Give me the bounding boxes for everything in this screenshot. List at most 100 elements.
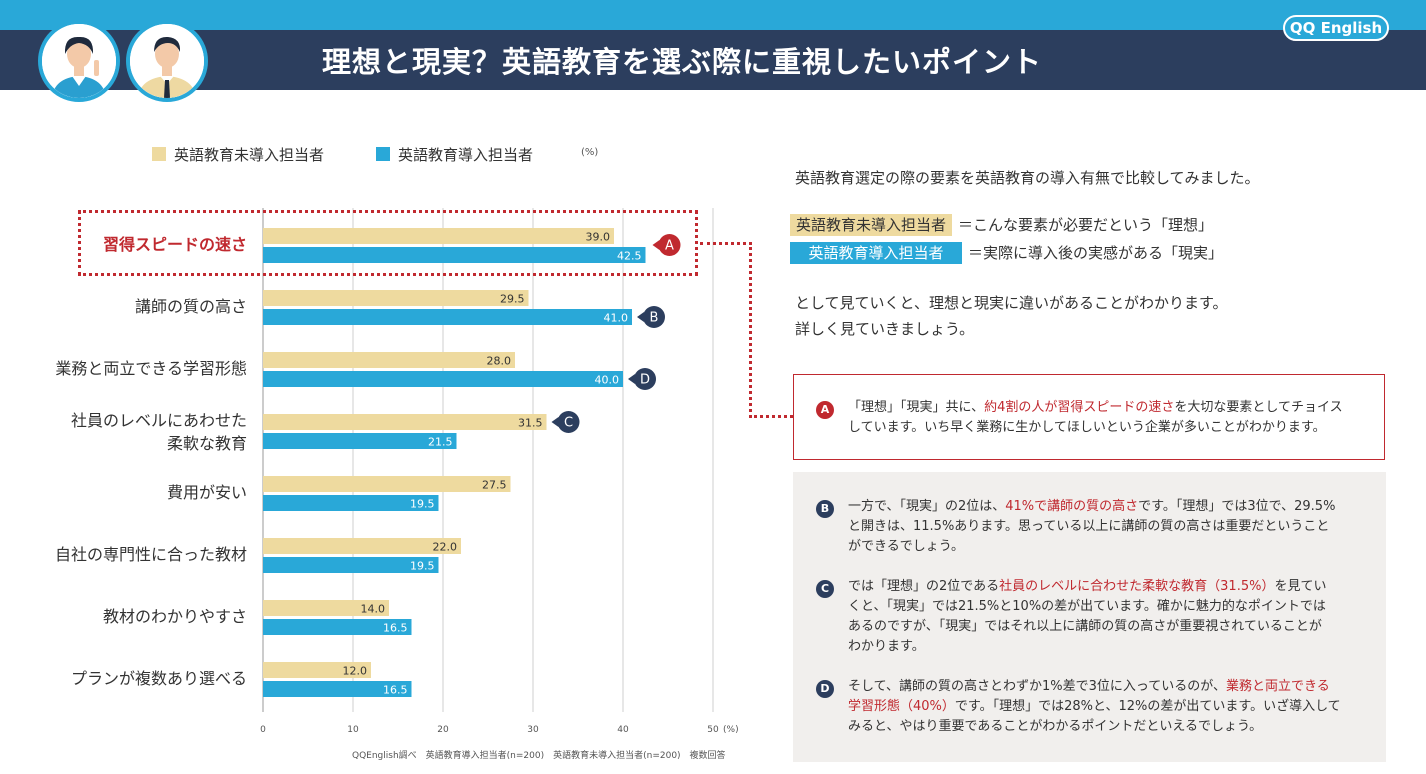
legend-label-series1: 英語教育未導入担当者 bbox=[174, 146, 325, 164]
note-b-highlight: 41%で講師の質の高さ bbox=[1005, 499, 1139, 514]
category-label: プランが複数あり選べる bbox=[71, 669, 247, 688]
value-label: 12.0 bbox=[343, 665, 368, 678]
value-label: 19.5 bbox=[410, 560, 435, 573]
bar-series2 bbox=[263, 433, 457, 449]
bar-series1 bbox=[263, 414, 547, 430]
marker-pointer-B bbox=[637, 312, 644, 322]
marker-pointer-C bbox=[551, 417, 559, 427]
x-tick-30: 30 bbox=[527, 725, 539, 735]
note-d-l2b: です。「理想」では28%と、12%の差が出ています。いざ導入して bbox=[954, 699, 1341, 714]
notes-panel bbox=[793, 472, 1386, 762]
note-b-l1a: 一方で、「現実」の2位は、 bbox=[848, 499, 1006, 514]
category-label-line: 柔軟な教育 bbox=[167, 434, 247, 453]
legend-swatch-series1 bbox=[152, 147, 166, 161]
connector-line-vertical bbox=[749, 242, 752, 418]
summary-line-2: 詳しく見ていきましょう。 bbox=[795, 320, 975, 338]
bar-series2 bbox=[263, 495, 439, 511]
category-label: 自社の専門性に合った教材 bbox=[55, 545, 247, 564]
value-label: 19.5 bbox=[410, 498, 435, 511]
x-tick-50: 50 bbox=[707, 725, 719, 735]
value-label: 40.0 bbox=[595, 374, 620, 387]
bar-series1 bbox=[263, 600, 389, 616]
value-label: 29.5 bbox=[500, 293, 525, 306]
avatar-man bbox=[126, 20, 208, 102]
highlight-box bbox=[78, 210, 698, 276]
note-a-l1c: を大切な要素としてチョイス bbox=[1174, 400, 1343, 415]
marker-B bbox=[643, 306, 665, 328]
note-a-box bbox=[793, 374, 1385, 460]
value-label: 41.0 bbox=[604, 312, 629, 325]
legend-series1: 英語教育未導入担当者 bbox=[152, 144, 324, 164]
legend-swatch-series2 bbox=[376, 147, 390, 161]
bar-series2 bbox=[263, 309, 632, 325]
legend-label-series2: 英語教育導入担当者 bbox=[398, 146, 534, 164]
note-b-l1c: です。「理想」では3位で、29.5% bbox=[1138, 499, 1336, 514]
key-reality-text: ＝実際に導入後の実感がある「現実」 bbox=[968, 244, 1224, 262]
note-b-l2: と開きは、11.5%あります。思っている以上に講師の質の高さは重要だということ bbox=[848, 519, 1330, 534]
note-a-l1a: 「理想」「現実」共に、 bbox=[848, 400, 985, 415]
top-accent-bar bbox=[0, 0, 1426, 30]
key-ideal-tag: 英語教育未導入担当者 bbox=[790, 214, 953, 236]
bar-chart: 0 10 20 30 40 50 (%) 習得スピードの速さ 39.0 42.5 講師の質の高さ 29… bbox=[55, 208, 739, 735]
value-label: 21.5 bbox=[428, 436, 453, 449]
value-label: 42.5 bbox=[617, 250, 642, 263]
legend-series2: 英語教育導入担当者 bbox=[376, 144, 533, 164]
note-b-badge: B bbox=[816, 500, 834, 518]
marker-label-D: D bbox=[640, 373, 650, 388]
category-label: 費用が安い bbox=[167, 483, 247, 502]
marker-pointer-D bbox=[628, 374, 635, 384]
note-d-badge: D bbox=[816, 680, 834, 698]
value-label: 16.5 bbox=[383, 684, 408, 697]
marker-label-B: B bbox=[650, 311, 659, 326]
value-label: 39.0 bbox=[586, 231, 611, 244]
note-a-text: 「理想」「現実」共に、約4割の人が習得スピードの速さを大切な要素としてチョイス … bbox=[848, 398, 1343, 438]
key-reality-tag: 英語教育導入担当者 bbox=[790, 242, 962, 264]
avatar-woman bbox=[38, 20, 120, 102]
marker-pointer-A bbox=[652, 240, 660, 250]
value-label: 27.5 bbox=[482, 479, 507, 492]
value-label: 14.0 bbox=[361, 603, 386, 616]
value-label: 16.5 bbox=[383, 622, 408, 635]
category-label: 講師の質の高さ bbox=[135, 297, 247, 316]
x-tick-40: 40 bbox=[617, 725, 629, 735]
note-c-highlight: 社員のレベルに合わせた柔軟な教育（31.5%） bbox=[999, 579, 1275, 594]
category-label: 業務と両立できる学習形態 bbox=[55, 359, 247, 378]
note-c-badge: C bbox=[816, 580, 834, 598]
note-c-l4: わかります。 bbox=[848, 639, 925, 654]
bar-series2 bbox=[263, 557, 439, 573]
bar-series1 bbox=[263, 352, 515, 368]
key-reality: 英語教育導入担当者 ＝実際に導入後の実感がある「現実」 bbox=[790, 242, 1223, 264]
note-c-l1c: を見てい bbox=[1274, 579, 1327, 594]
bar-series2 bbox=[263, 247, 646, 263]
category-label: 教材のわかりやすさ bbox=[103, 607, 247, 626]
value-label: 28.0 bbox=[487, 355, 512, 368]
connector-line bbox=[700, 242, 752, 245]
category-label: 社員のレベルにあわせた柔軟な教育 bbox=[71, 411, 247, 453]
bar-series2 bbox=[263, 619, 412, 635]
connector-line-end bbox=[749, 415, 793, 418]
note-c-l2: くと、「現実」では21.5%と10%の差が出ています。確かに魅力的なポイントでは bbox=[848, 599, 1326, 614]
summary-paragraph: として見ていくと、理想と現実に違いがあることがわかります。 詳しく見ていきましょ… bbox=[795, 290, 1227, 342]
x-tick-20: 20 bbox=[437, 725, 449, 735]
bar-series1 bbox=[263, 476, 511, 492]
note-c-l3: あるのですが、「現実」ではそれ以上に講師の質の高さが重要視されていることが bbox=[848, 619, 1322, 634]
note-d-l3: みると、やはり重要であることがわかるポイントだといえるでしょう。 bbox=[848, 719, 1263, 734]
summary-line-1: として見ていくと、理想と現実に違いがあることがわかります。 bbox=[795, 294, 1228, 312]
marker-D bbox=[634, 368, 656, 390]
note-d-text: そして、講師の質の高さとわずか1%差で3位に入っているのが、業務と両立できる 学… bbox=[848, 677, 1341, 737]
marker-label-A: A bbox=[665, 239, 674, 254]
note-b-text: 一方で、「現実」の2位は、41%で講師の質の高さです。「理想」では3位で、29.… bbox=[848, 497, 1335, 557]
key-ideal-text: ＝こんな要素が必要だという「理想」 bbox=[958, 216, 1214, 234]
bar-series2 bbox=[263, 681, 412, 697]
header-bar bbox=[0, 30, 1426, 90]
bar-series1 bbox=[263, 662, 371, 678]
x-axis-unit: (%) bbox=[723, 725, 739, 735]
note-a-highlight: 約4割の人が習得スピードの速さ bbox=[984, 400, 1175, 415]
note-a-l2: しています。いち早く業務に生かしてほしいという企業が多いことがわかります。 bbox=[848, 420, 1326, 435]
bar-series1 bbox=[263, 228, 614, 244]
marker-A bbox=[658, 234, 681, 256]
source-note: QQEnglish調べ 英語教育導入担当者(n=200) 英語教育未導入担当者(… bbox=[352, 751, 726, 761]
category-label: 習得スピードの速さ bbox=[103, 235, 247, 254]
note-c-l1a: では「理想」の2位である bbox=[848, 579, 1000, 594]
key-ideal: 英語教育未導入担当者 ＝こんな要素が必要だという「理想」 bbox=[790, 214, 1213, 236]
